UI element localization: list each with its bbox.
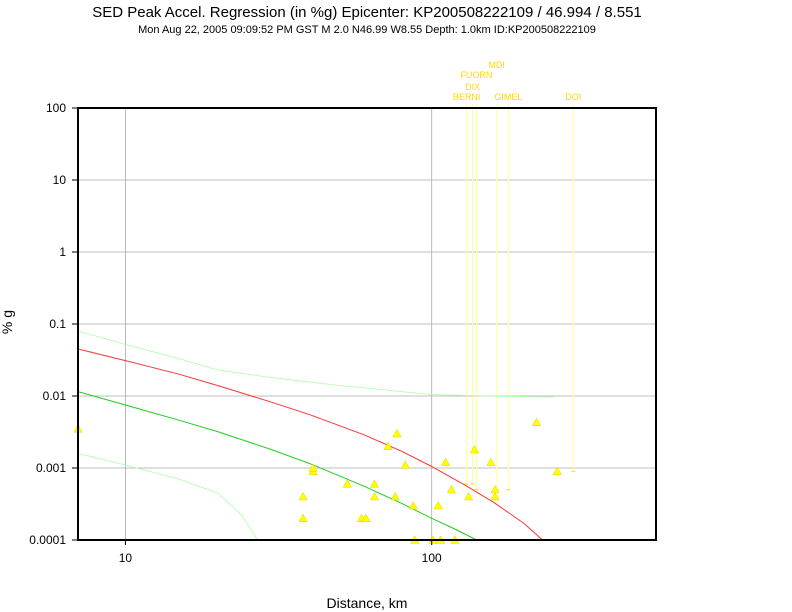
y-tick-label: 10 — [53, 173, 67, 187]
data-point — [298, 491, 308, 501]
curve-lower-sigma — [77, 452, 258, 541]
curve-lower — [77, 391, 477, 541]
data-point — [390, 491, 400, 501]
data-point — [383, 441, 393, 450]
y-tick-label: 1 — [59, 245, 66, 259]
data-point — [446, 484, 457, 494]
station-label: BERNI — [453, 92, 481, 102]
data-point — [464, 491, 474, 501]
data-point — [298, 513, 308, 522]
chart-title: SED Peak Accel. Regression (in %g) Epice… — [92, 4, 642, 21]
data-point — [342, 479, 352, 488]
curve-median — [77, 348, 543, 541]
x-tick-label: 10 — [119, 551, 133, 565]
data-point — [490, 491, 500, 501]
data-point — [552, 466, 562, 475]
station-label: DIX — [465, 82, 480, 92]
station-label: FUORN — [460, 70, 492, 80]
y-tick-label: 0.01 — [43, 389, 67, 403]
data-point — [369, 491, 380, 501]
axis-ticks: 0.0001 0.001 0.01 0.1 1 10 100 10 100 — [29, 101, 442, 565]
y-tick-label: 0.001 — [36, 461, 66, 475]
y-tick-label: 0.0001 — [29, 533, 66, 547]
data-point — [440, 457, 451, 466]
station-label: DOI — [565, 92, 581, 102]
y-axis-label: % g — [0, 310, 15, 334]
y-tick-label: 0.1 — [49, 317, 66, 331]
data-point — [369, 479, 380, 488]
station-label: MDI — [488, 60, 505, 70]
data-point — [531, 417, 542, 427]
data-point — [361, 513, 371, 522]
curve-upper-sigma — [77, 330, 554, 398]
chart-subtitle: Mon Aug 22, 2005 09:09:52 PM GST M 2.0 N… — [138, 24, 596, 36]
data-point — [469, 444, 480, 454]
data-point — [400, 460, 410, 469]
regression-curves — [77, 330, 554, 541]
data-point — [392, 428, 402, 438]
x-tick-label: 100 — [422, 551, 442, 565]
y-tick-label: 100 — [46, 101, 66, 115]
data-points — [73, 417, 562, 544]
x-axis-label: Distance, km — [327, 595, 408, 611]
data-point — [486, 457, 496, 466]
station-label: GIMEL — [494, 92, 522, 102]
data-point — [408, 500, 418, 510]
data-point — [433, 500, 443, 510]
data-point — [308, 463, 318, 472]
